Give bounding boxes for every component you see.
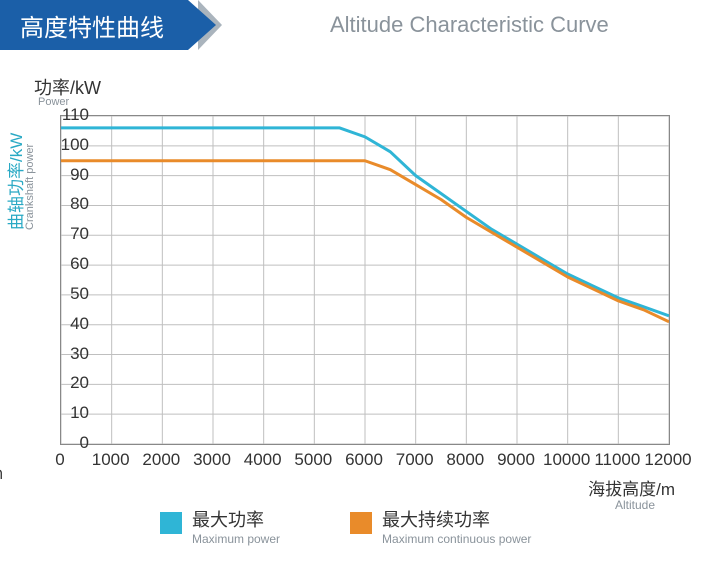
legend-label-max-power-cn: 最大功率 — [192, 510, 280, 532]
legend-label-max-power-en: Maximum power — [192, 532, 280, 546]
y-tick-label: 60 — [49, 254, 89, 274]
x-axis-title-en: Altitude — [615, 498, 655, 512]
x-tick-label: 6000 — [345, 450, 383, 470]
legend-swatch-max-power — [160, 512, 182, 534]
y-tick-label: 90 — [49, 165, 89, 185]
legend-label-max-continuous-cn: 最大持续功率 — [382, 510, 531, 532]
header-title-en: Altitude Characteristic Curve — [330, 12, 609, 38]
y-axis-side-en: Crankshaft power — [24, 144, 36, 230]
y-tick-label: 50 — [49, 284, 89, 304]
chart-svg — [61, 116, 669, 444]
partial-cut-label: า — [0, 460, 4, 487]
plot-region — [60, 115, 670, 445]
y-tick-label: 20 — [49, 373, 89, 393]
chart-area: 功率/kW Power Crankshaft power 曲轴功率/kW 010… — [0, 60, 705, 540]
y-axis-side-label: Crankshaft power 曲轴功率/kW — [2, 133, 27, 230]
x-tick-label: 5000 — [294, 450, 332, 470]
legend-item-max-continuous: 最大持续功率 Maximum continuous power — [350, 510, 531, 546]
x-tick-label: 11000 — [594, 450, 640, 470]
y-tick-label: 40 — [49, 314, 89, 334]
y-tick-label: 80 — [49, 194, 89, 214]
y-tick-label: 100 — [49, 135, 89, 155]
x-tick-label: 4000 — [244, 450, 282, 470]
legend-swatch-max-continuous — [350, 512, 372, 534]
header-arrow-blue — [188, 0, 216, 50]
x-tick-label: 1000 — [92, 450, 130, 470]
x-tick-label: 0 — [55, 450, 64, 470]
y-tick-label: 110 — [49, 105, 89, 125]
legend: 最大功率 Maximum power 最大持续功率 Maximum contin… — [160, 510, 531, 546]
y-tick-label: 70 — [49, 224, 89, 244]
legend-item-max-power: 最大功率 Maximum power — [160, 510, 280, 546]
x-tick-label: 3000 — [193, 450, 231, 470]
x-tick-label: 9000 — [497, 450, 535, 470]
x-tick-label: 7000 — [396, 450, 434, 470]
x-tick-label: 12000 — [644, 450, 691, 470]
x-tick-label: 8000 — [446, 450, 484, 470]
y-tick-label: 10 — [49, 403, 89, 423]
x-tick-label: 10000 — [543, 450, 590, 470]
legend-label-max-continuous-en: Maximum continuous power — [382, 532, 531, 546]
header-bar: 高度特性曲线 Altitude Characteristic Curve — [0, 0, 705, 50]
x-axis-title-cn: 海拔高度/m — [588, 475, 675, 500]
y-tick-label: 30 — [49, 344, 89, 364]
x-tick-label: 2000 — [142, 450, 180, 470]
header-title-cn: 高度特性曲线 — [0, 0, 188, 50]
